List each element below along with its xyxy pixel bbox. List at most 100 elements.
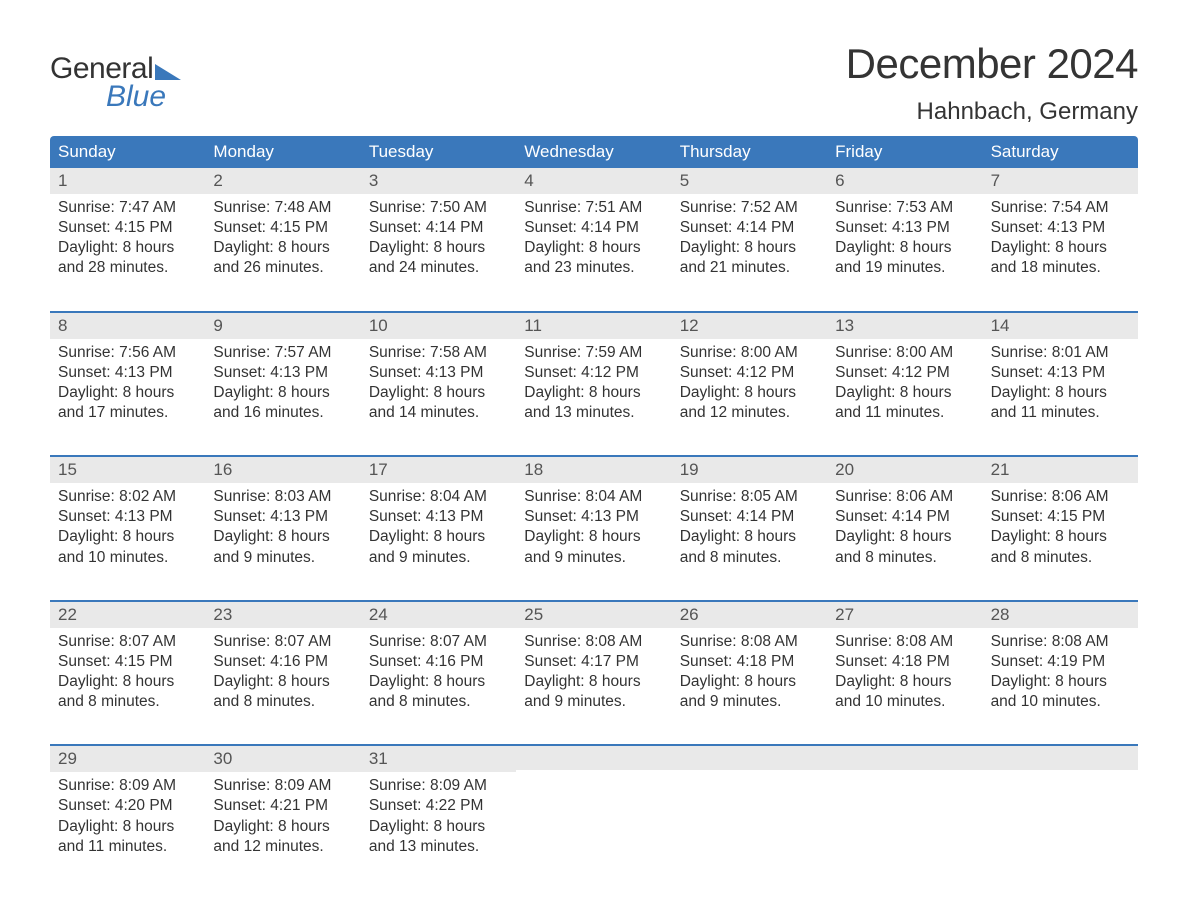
- day-detail-line: Sunrise: 8:04 AM: [524, 487, 663, 507]
- day-detail-line: Sunset: 4:12 PM: [835, 363, 974, 383]
- month-title: December 2024: [846, 40, 1138, 88]
- day-number: 19: [672, 457, 827, 483]
- day-detail-line: and 19 minutes.: [835, 258, 974, 278]
- calendar-day: 28Sunrise: 8:08 AMSunset: 4:19 PMDayligh…: [983, 602, 1138, 731]
- day-detail-line: Daylight: 8 hours: [991, 527, 1130, 547]
- day-detail-line: and 11 minutes.: [58, 837, 197, 857]
- day-detail-line: Daylight: 8 hours: [213, 527, 352, 547]
- calendar-week: 29Sunrise: 8:09 AMSunset: 4:20 PMDayligh…: [50, 744, 1138, 875]
- day-detail-line: Daylight: 8 hours: [58, 672, 197, 692]
- calendar-week: 22Sunrise: 8:07 AMSunset: 4:15 PMDayligh…: [50, 600, 1138, 731]
- day-detail-line: Sunset: 4:14 PM: [680, 218, 819, 238]
- day-detail-line: Daylight: 8 hours: [680, 383, 819, 403]
- day-number: 17: [361, 457, 516, 483]
- day-detail-line: Daylight: 8 hours: [524, 383, 663, 403]
- day-detail-line: Sunrise: 8:09 AM: [58, 776, 197, 796]
- day-detail-line: Sunset: 4:13 PM: [58, 507, 197, 527]
- calendar-week: 1Sunrise: 7:47 AMSunset: 4:15 PMDaylight…: [50, 168, 1138, 297]
- day-detail-line: Daylight: 8 hours: [58, 238, 197, 258]
- day-detail-line: Daylight: 8 hours: [213, 817, 352, 837]
- day-detail-line: Sunset: 4:13 PM: [524, 507, 663, 527]
- logo-triangle-icon: [155, 64, 181, 80]
- day-details: Sunrise: 8:08 AMSunset: 4:18 PMDaylight:…: [827, 628, 982, 713]
- day-detail-line: Sunrise: 7:47 AM: [58, 198, 197, 218]
- day-details: Sunrise: 8:08 AMSunset: 4:19 PMDaylight:…: [983, 628, 1138, 713]
- day-detail-line: and 12 minutes.: [213, 837, 352, 857]
- day-detail-line: and 10 minutes.: [58, 548, 197, 568]
- day-detail-line: Daylight: 8 hours: [680, 672, 819, 692]
- calendar-week: 15Sunrise: 8:02 AMSunset: 4:13 PMDayligh…: [50, 455, 1138, 586]
- day-detail-line: Sunrise: 8:08 AM: [835, 632, 974, 652]
- day-detail-line: and 13 minutes.: [524, 403, 663, 423]
- calendar-day: 1Sunrise: 7:47 AMSunset: 4:15 PMDaylight…: [50, 168, 205, 297]
- weekday-header: Thursday: [672, 136, 827, 168]
- day-detail-line: and 13 minutes.: [369, 837, 508, 857]
- day-details: Sunrise: 8:03 AMSunset: 4:13 PMDaylight:…: [205, 483, 360, 568]
- day-number: [827, 746, 982, 770]
- day-detail-line: and 8 minutes.: [369, 692, 508, 712]
- calendar-day: [672, 746, 827, 875]
- day-detail-line: Daylight: 8 hours: [213, 672, 352, 692]
- day-detail-line: Sunrise: 7:58 AM: [369, 343, 508, 363]
- day-details: Sunrise: 7:53 AMSunset: 4:13 PMDaylight:…: [827, 194, 982, 279]
- day-detail-line: Sunset: 4:15 PM: [58, 652, 197, 672]
- day-details: Sunrise: 8:04 AMSunset: 4:13 PMDaylight:…: [516, 483, 671, 568]
- calendar-day: 16Sunrise: 8:03 AMSunset: 4:13 PMDayligh…: [205, 457, 360, 586]
- day-detail-line: Sunset: 4:13 PM: [213, 507, 352, 527]
- day-details: Sunrise: 8:07 AMSunset: 4:16 PMDaylight:…: [205, 628, 360, 713]
- calendar-day: 2Sunrise: 7:48 AMSunset: 4:15 PMDaylight…: [205, 168, 360, 297]
- day-detail-line: Daylight: 8 hours: [369, 527, 508, 547]
- day-detail-line: Sunset: 4:18 PM: [835, 652, 974, 672]
- day-details: Sunrise: 7:56 AMSunset: 4:13 PMDaylight:…: [50, 339, 205, 424]
- day-detail-line: Sunrise: 8:09 AM: [369, 776, 508, 796]
- day-details: Sunrise: 7:57 AMSunset: 4:13 PMDaylight:…: [205, 339, 360, 424]
- day-detail-line: Sunset: 4:13 PM: [369, 507, 508, 527]
- day-detail-line: Daylight: 8 hours: [835, 527, 974, 547]
- calendar-day: 22Sunrise: 8:07 AMSunset: 4:15 PMDayligh…: [50, 602, 205, 731]
- day-details: Sunrise: 8:09 AMSunset: 4:20 PMDaylight:…: [50, 772, 205, 857]
- day-details: Sunrise: 8:00 AMSunset: 4:12 PMDaylight:…: [827, 339, 982, 424]
- day-detail-line: and 11 minutes.: [835, 403, 974, 423]
- day-detail-line: and 9 minutes.: [680, 692, 819, 712]
- day-detail-line: Sunset: 4:13 PM: [991, 218, 1130, 238]
- day-number: 16: [205, 457, 360, 483]
- day-detail-line: Daylight: 8 hours: [991, 238, 1130, 258]
- calendar-day: 12Sunrise: 8:00 AMSunset: 4:12 PMDayligh…: [672, 313, 827, 442]
- day-detail-line: and 21 minutes.: [680, 258, 819, 278]
- day-detail-line: Sunset: 4:13 PM: [991, 363, 1130, 383]
- day-detail-line: Daylight: 8 hours: [58, 383, 197, 403]
- day-detail-line: Sunrise: 8:00 AM: [835, 343, 974, 363]
- calendar-day: 13Sunrise: 8:00 AMSunset: 4:12 PMDayligh…: [827, 313, 982, 442]
- day-detail-line: Sunset: 4:14 PM: [680, 507, 819, 527]
- calendar-day: 4Sunrise: 7:51 AMSunset: 4:14 PMDaylight…: [516, 168, 671, 297]
- day-detail-line: and 10 minutes.: [991, 692, 1130, 712]
- calendar-day: [983, 746, 1138, 875]
- day-detail-line: Sunset: 4:13 PM: [369, 363, 508, 383]
- day-detail-line: Sunset: 4:14 PM: [369, 218, 508, 238]
- day-detail-line: and 28 minutes.: [58, 258, 197, 278]
- day-number: 10: [361, 313, 516, 339]
- day-detail-line: Sunrise: 7:59 AM: [524, 343, 663, 363]
- calendar-day: 15Sunrise: 8:02 AMSunset: 4:13 PMDayligh…: [50, 457, 205, 586]
- day-detail-line: Sunrise: 8:07 AM: [58, 632, 197, 652]
- title-block: December 2024 Hahnbach, Germany: [846, 40, 1138, 126]
- day-detail-line: Sunrise: 7:52 AM: [680, 198, 819, 218]
- logo-text-blue: Blue: [106, 80, 181, 114]
- day-number: 2: [205, 168, 360, 194]
- day-details: Sunrise: 8:09 AMSunset: 4:21 PMDaylight:…: [205, 772, 360, 857]
- calendar-week: 8Sunrise: 7:56 AMSunset: 4:13 PMDaylight…: [50, 311, 1138, 442]
- day-detail-line: and 10 minutes.: [835, 692, 974, 712]
- day-detail-line: Daylight: 8 hours: [835, 383, 974, 403]
- day-detail-line: Sunrise: 7:57 AM: [213, 343, 352, 363]
- day-details: Sunrise: 8:08 AMSunset: 4:17 PMDaylight:…: [516, 628, 671, 713]
- day-detail-line: Daylight: 8 hours: [524, 527, 663, 547]
- calendar-day: 11Sunrise: 7:59 AMSunset: 4:12 PMDayligh…: [516, 313, 671, 442]
- day-detail-line: and 11 minutes.: [991, 403, 1130, 423]
- day-detail-line: Sunset: 4:14 PM: [835, 507, 974, 527]
- day-detail-line: and 8 minutes.: [58, 692, 197, 712]
- day-detail-line: Sunset: 4:13 PM: [835, 218, 974, 238]
- day-number: 13: [827, 313, 982, 339]
- calendar-day: 8Sunrise: 7:56 AMSunset: 4:13 PMDaylight…: [50, 313, 205, 442]
- day-detail-line: and 12 minutes.: [680, 403, 819, 423]
- day-number: 6: [827, 168, 982, 194]
